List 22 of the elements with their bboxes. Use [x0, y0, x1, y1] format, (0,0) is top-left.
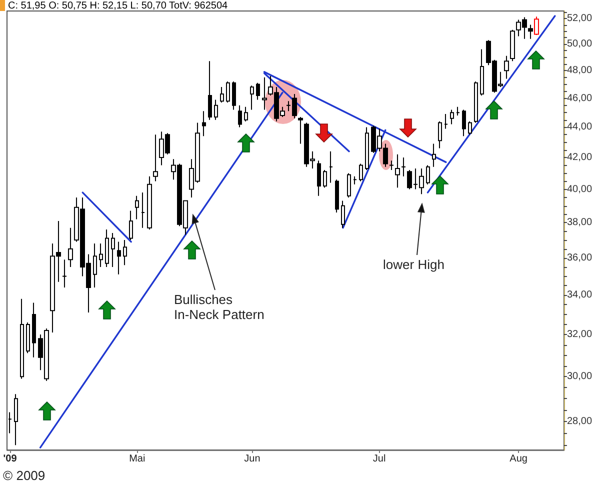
y-tick-label: 30,00 [566, 371, 592, 382]
annotation: lower High [383, 257, 444, 272]
x-tick-label: Mai [129, 454, 146, 464]
y-tick-label: 52,00 [566, 12, 592, 24]
y-tick-label: 28,00 [566, 416, 592, 427]
y-tick-label: 38,00 [566, 217, 592, 228]
y-tick-label: 36,00 [566, 252, 592, 264]
y-tick-label: 40,00 [566, 184, 592, 195]
x-tick-label: Jun [244, 454, 260, 464]
x-tick-label: '09 [3, 454, 18, 464]
annotation: Bullisches In-Neck Pattern [174, 292, 264, 322]
text: © 2009 [3, 468, 46, 483]
y-tick-label: 42,00 [566, 152, 592, 164]
x-tick-label: Aug [510, 454, 528, 464]
y-tick-label: 34,00 [566, 290, 592, 301]
y-tick-label: 46,00 [566, 92, 592, 104]
y-tick-label: 48,00 [566, 65, 592, 76]
x-tick-label: Jul [372, 454, 386, 464]
y-tick-label: 32,00 [566, 329, 592, 340]
y-tick-label: 44,00 [566, 122, 592, 133]
y-tick-label: 50,00 [566, 38, 592, 50]
chart-title: C: 51,95 O: 50,75 H: 52,15 L: 50,70 TotV: 962504 [8, 0, 228, 12]
